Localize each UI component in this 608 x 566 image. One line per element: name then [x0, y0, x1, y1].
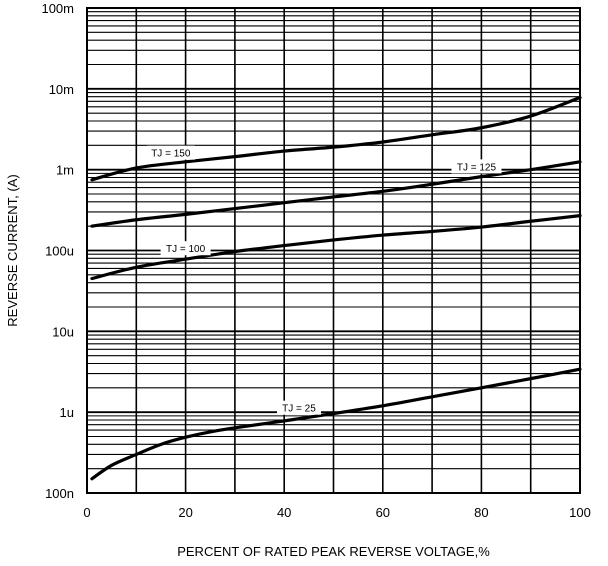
x-tick-label: 80: [474, 505, 488, 520]
tick-layer: 0 20 40 60 80 100 100n 1u 10u 100u 1m 10m 100m: [41, 1, 590, 520]
series-curve: [90, 160, 582, 228]
curve-label: TJ = 150: [151, 149, 191, 160]
y-tick-label: 1m: [56, 163, 74, 178]
y-tick-label: 10m: [49, 82, 74, 97]
curve-label-background: [146, 145, 195, 160]
curve-layer: TJ = 150 TJ = 125 TJ = 100 TJ = 25: [90, 95, 582, 481]
curve-label: TJ = 125: [457, 162, 497, 173]
x-tick-label: 20: [178, 505, 192, 520]
y-tick-label: 100u: [45, 244, 74, 259]
x-tick-label: 60: [376, 505, 390, 520]
curve-label-background: [276, 400, 321, 415]
series-curve: [90, 367, 582, 481]
y-tick-label: 1u: [60, 405, 74, 420]
curve-label: TJ = 25: [282, 404, 316, 415]
y-axis-label: REVERSE CURRENT, (A): [5, 174, 20, 326]
curve-label-background: [451, 159, 502, 174]
series-curve: [90, 95, 582, 182]
x-tick-label: 100: [569, 505, 591, 520]
plot-frame: [86, 7, 581, 494]
y-tick-label: 100n: [45, 486, 74, 501]
y-tick-label: 100m: [41, 1, 74, 16]
series-curve: [90, 214, 582, 281]
x-tick-label: 0: [83, 505, 90, 520]
curve-label: TJ = 100: [166, 244, 206, 255]
curve-label-background: [160, 241, 211, 256]
y-tick-label: 10u: [52, 324, 74, 339]
x-axis-label: PERCENT OF RATED PEAK REVERSE VOLTAGE,%: [177, 544, 490, 559]
x-tick-label: 40: [277, 505, 291, 520]
